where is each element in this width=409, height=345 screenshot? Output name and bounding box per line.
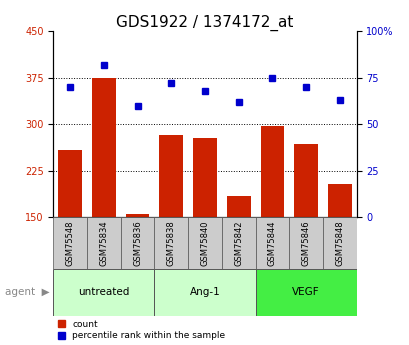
- Text: GSM75834: GSM75834: [99, 220, 108, 266]
- Text: Ang-1: Ang-1: [189, 287, 220, 297]
- Bar: [188, 217, 221, 269]
- Bar: [294, 144, 317, 217]
- Bar: [154, 217, 188, 269]
- Text: GSM75548: GSM75548: [65, 220, 74, 266]
- Text: GSM75844: GSM75844: [267, 220, 276, 266]
- Text: GSM75840: GSM75840: [200, 220, 209, 266]
- Bar: [221, 217, 255, 269]
- Bar: [255, 269, 356, 316]
- Bar: [126, 214, 149, 217]
- Bar: [260, 126, 283, 217]
- Bar: [193, 138, 216, 217]
- Bar: [92, 78, 115, 217]
- Text: GSM75848: GSM75848: [335, 220, 344, 266]
- Text: GSM75846: GSM75846: [301, 220, 310, 266]
- Bar: [327, 185, 351, 217]
- Bar: [154, 269, 255, 316]
- Legend: count, percentile rank within the sample: count, percentile rank within the sample: [58, 320, 225, 341]
- Bar: [255, 217, 289, 269]
- Text: GSM75836: GSM75836: [133, 220, 142, 266]
- Bar: [322, 217, 356, 269]
- Title: GDS1922 / 1374172_at: GDS1922 / 1374172_at: [116, 15, 293, 31]
- Bar: [226, 196, 250, 217]
- Text: VEGF: VEGF: [292, 287, 319, 297]
- Bar: [289, 217, 322, 269]
- Bar: [53, 217, 87, 269]
- Text: GSM75842: GSM75842: [234, 220, 243, 266]
- Bar: [87, 217, 120, 269]
- Bar: [159, 135, 183, 217]
- Text: GSM75838: GSM75838: [166, 220, 175, 266]
- Bar: [53, 269, 154, 316]
- Bar: [58, 150, 82, 217]
- Text: untreated: untreated: [78, 287, 129, 297]
- Bar: [120, 217, 154, 269]
- Text: agent  ▶: agent ▶: [4, 287, 49, 297]
